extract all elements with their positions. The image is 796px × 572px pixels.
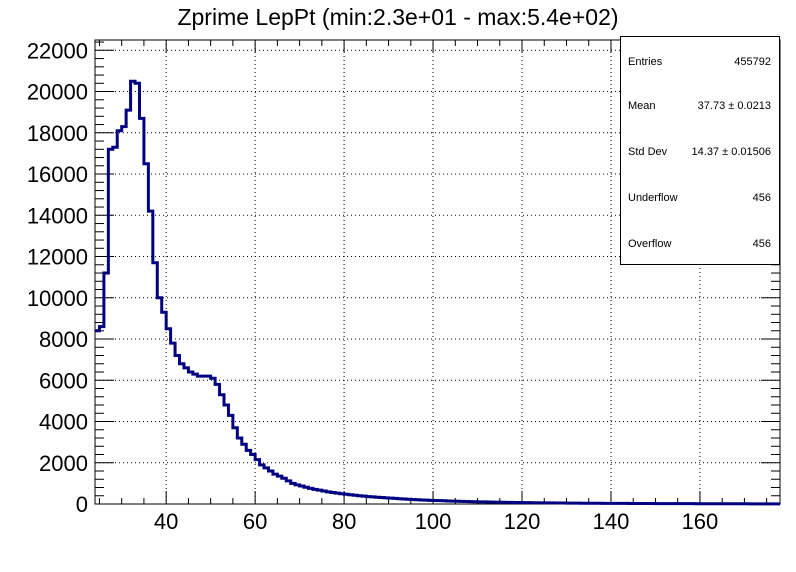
- y-tick-label: 4000: [39, 410, 88, 435]
- histogram-line: [95, 79, 780, 506]
- y-tick-label: 18000: [27, 121, 88, 146]
- stats-entries-row: Entries 455792: [628, 56, 771, 70]
- x-tick-labels: 40 60 80 100 120 140 160: [154, 509, 718, 534]
- grid-lines: [95, 40, 780, 504]
- x-tick-label: 100: [415, 509, 452, 534]
- y-tick-label: 14000: [27, 203, 88, 228]
- stats-overflow-row: Overflow 456: [628, 238, 771, 252]
- chart-title: Zprime LepPt (min:2.3e+01 - max:5.4e+02): [177, 4, 619, 30]
- stats-box: Entries 455792 Mean 37.73 ± 0.0213 Std D…: [620, 36, 780, 265]
- stats-underflow-row: Underflow 456: [628, 192, 771, 206]
- stats-mean-value: 37.73 ± 0.0213: [697, 100, 771, 112]
- y-tick-label: 20000: [27, 80, 88, 105]
- x-tick-label: 80: [332, 509, 356, 534]
- x-tick-label: 120: [504, 509, 541, 534]
- y-tick-label: 22000: [27, 38, 88, 63]
- y-tick-label: 12000: [27, 245, 88, 270]
- y-tick-label: 16000: [27, 162, 88, 187]
- stats-stddev-row: Std Dev 14.37 ± 0.01506: [628, 146, 771, 160]
- stats-entries-value: 455792: [734, 56, 771, 68]
- y-tick-label: 2000: [39, 451, 88, 476]
- y-tick-label: 8000: [39, 327, 88, 352]
- stats-stddev-label: Std Dev: [628, 146, 668, 158]
- plot-frame: [94, 39, 781, 505]
- y-tick-labels: 0 2000 4000 6000 8000 10000 12000 14000 16000 180…: [27, 38, 88, 517]
- stats-underflow-label: Underflow: [628, 192, 678, 204]
- stats-entries-label: Entries: [628, 56, 663, 68]
- stats-mean-row: Mean 37.73 ± 0.0213: [628, 100, 771, 114]
- x-tick-label: 160: [682, 509, 719, 534]
- x-tick-label: 40: [154, 509, 178, 534]
- x-tick-label: 60: [243, 509, 267, 534]
- stats-overflow-label: Overflow: [628, 238, 672, 250]
- stats-underflow-value: 456: [752, 192, 771, 204]
- y-tick-label: 10000: [27, 286, 88, 311]
- stats-stddev-value: 14.37 ± 0.01506: [691, 146, 771, 158]
- y-tick-label: 0: [76, 492, 88, 517]
- x-tick-label: 140: [593, 509, 630, 534]
- y-tick-label: 6000: [39, 368, 88, 393]
- stats-overflow-value: 456: [752, 238, 771, 250]
- stats-mean-label: Mean: [628, 100, 656, 112]
